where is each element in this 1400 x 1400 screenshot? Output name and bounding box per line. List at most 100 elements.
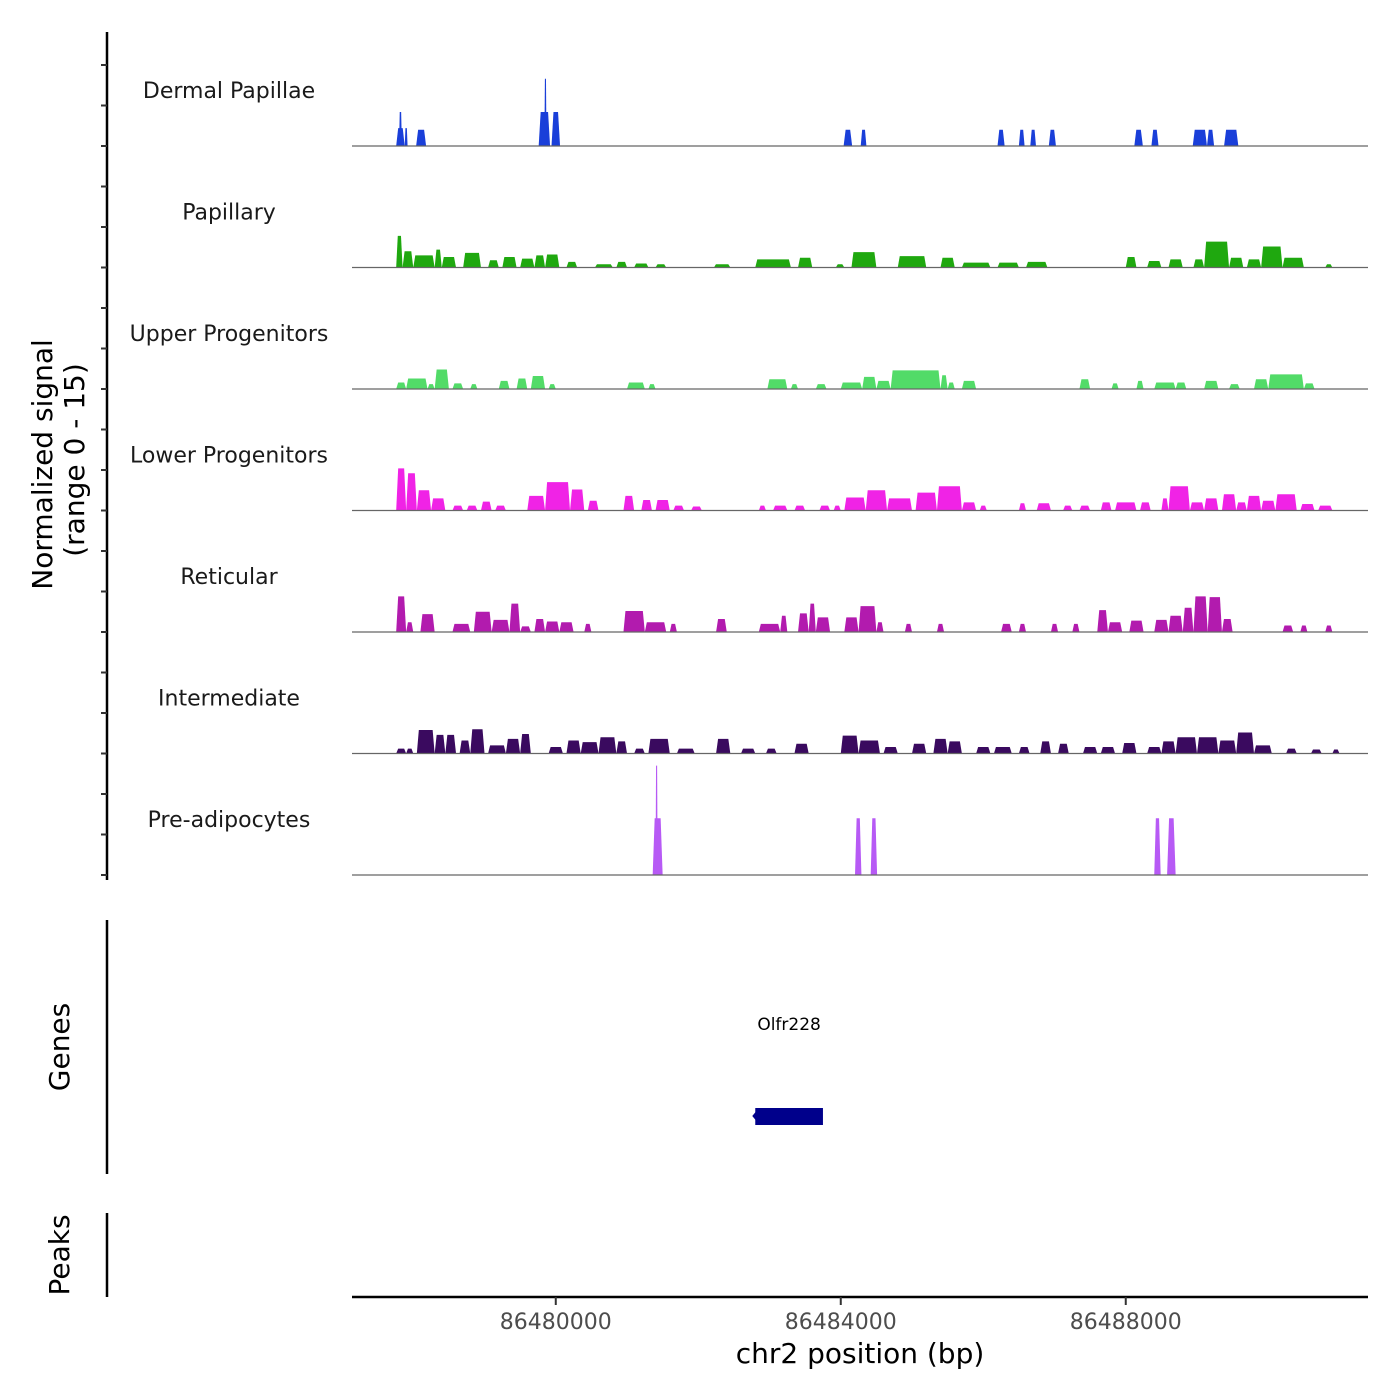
signal-segment <box>548 384 556 389</box>
signal-segment <box>396 596 407 632</box>
signal-segment <box>1325 264 1333 268</box>
track-label: Lower Progenitors <box>130 444 328 469</box>
signal-segment <box>530 376 546 389</box>
signal-segment <box>1303 383 1315 389</box>
signal-segment <box>993 747 1012 754</box>
signal-segment <box>452 383 464 389</box>
signal-segment <box>1151 129 1159 146</box>
signal-segment <box>534 255 546 268</box>
signal-segment <box>773 505 788 511</box>
gene-strand-arrow-icon <box>752 1110 758 1122</box>
track-label: Reticular <box>180 565 278 590</box>
signal-segment <box>396 235 403 268</box>
signal-segment <box>396 382 407 389</box>
signal-segment <box>402 251 414 268</box>
signal-tracks: Dermal Papillae Papillary Upper Progenitor… <box>130 78 1368 876</box>
signal-segment <box>1224 129 1239 146</box>
signal-segment <box>979 505 987 511</box>
signal-segment <box>1204 241 1230 268</box>
signal-segment <box>648 384 656 389</box>
signal-segment <box>1154 818 1161 875</box>
signal-segment <box>1268 374 1304 389</box>
y-axis-title-line1: Normalized signal <box>26 339 59 590</box>
signal-segment <box>1097 610 1108 632</box>
signal-segment <box>516 378 528 389</box>
signal-segment <box>767 379 788 389</box>
signal-segment <box>480 501 492 511</box>
signal-segment <box>876 380 891 389</box>
signal-segment <box>876 622 884 632</box>
signal-segment <box>890 370 941 389</box>
signal-segment <box>1218 740 1237 754</box>
signal-segment <box>755 259 791 268</box>
signal-segment <box>851 252 877 268</box>
signal-segment <box>936 623 945 632</box>
signal-segment <box>1026 261 1048 268</box>
signal-segment <box>434 734 446 754</box>
signal-segment <box>904 623 913 632</box>
y-axis-title: Normalized signal (range 0 - 15) <box>26 330 91 589</box>
signal-segment <box>1300 625 1308 632</box>
signal-segment <box>843 129 853 146</box>
signal-segment <box>1040 741 1051 754</box>
signal-segment <box>1261 500 1276 511</box>
signal-segment <box>1168 486 1190 511</box>
signal-segment <box>1115 502 1137 511</box>
signal-segment <box>1282 257 1304 268</box>
signal-segment <box>976 747 991 754</box>
signal-segment <box>416 129 427 146</box>
signal-y-axis <box>101 32 109 880</box>
track-pre-adipocytes: Pre-adipocytes <box>148 765 1368 876</box>
signal-segment <box>840 382 863 389</box>
signal-segment <box>1221 619 1233 632</box>
signal-segment <box>1189 502 1205 511</box>
signal-segment <box>1134 129 1143 146</box>
signal-segment <box>1147 747 1162 754</box>
signal-segment <box>1111 383 1119 389</box>
signal-segment <box>1122 742 1137 754</box>
signal-segment <box>1168 259 1183 268</box>
signal-segment <box>716 619 727 632</box>
signal-segment <box>1018 129 1025 146</box>
signal-segment <box>1204 498 1219 511</box>
signal-segment <box>1221 494 1237 511</box>
signal-segment <box>452 623 471 632</box>
signal-segment <box>798 613 809 632</box>
signal-segment <box>1154 382 1176 389</box>
signal-segment <box>452 505 464 511</box>
signal-segment <box>396 468 407 511</box>
signal-segment <box>840 735 859 754</box>
signal-segment <box>544 78 547 146</box>
signal-segment <box>413 255 435 268</box>
signal-segment <box>655 765 658 875</box>
signal-segment <box>548 747 563 754</box>
signal-segment <box>1036 503 1051 511</box>
signal-segment <box>780 615 788 632</box>
signal-segment <box>527 495 546 511</box>
signal-segment <box>758 623 781 632</box>
signal-segment <box>538 111 551 146</box>
signal-segment <box>844 617 859 632</box>
signal-segment <box>570 489 585 511</box>
track-label: Dermal Papillae <box>143 79 315 104</box>
signal-segment <box>798 257 813 268</box>
signal-segment <box>434 369 449 389</box>
signal-segment <box>1229 384 1240 389</box>
signal-segment <box>634 748 645 754</box>
signal-segment <box>463 252 481 268</box>
signal-segment <box>1147 261 1162 268</box>
signal-segment <box>1048 129 1056 146</box>
signal-segment <box>858 740 880 754</box>
signal-segment <box>1206 129 1215 146</box>
signal-segment <box>1318 505 1333 511</box>
signal-segment <box>623 610 645 632</box>
signal-segment <box>406 473 417 511</box>
y-axis-title-line2: (range 0 - 15) <box>58 363 91 557</box>
signal-segment <box>648 738 670 754</box>
signal-segment <box>947 741 962 754</box>
track-label: Upper Progenitors <box>130 322 329 347</box>
signal-segment <box>1058 743 1069 754</box>
signal-segment <box>1197 737 1219 754</box>
signal-segment <box>1161 498 1169 511</box>
